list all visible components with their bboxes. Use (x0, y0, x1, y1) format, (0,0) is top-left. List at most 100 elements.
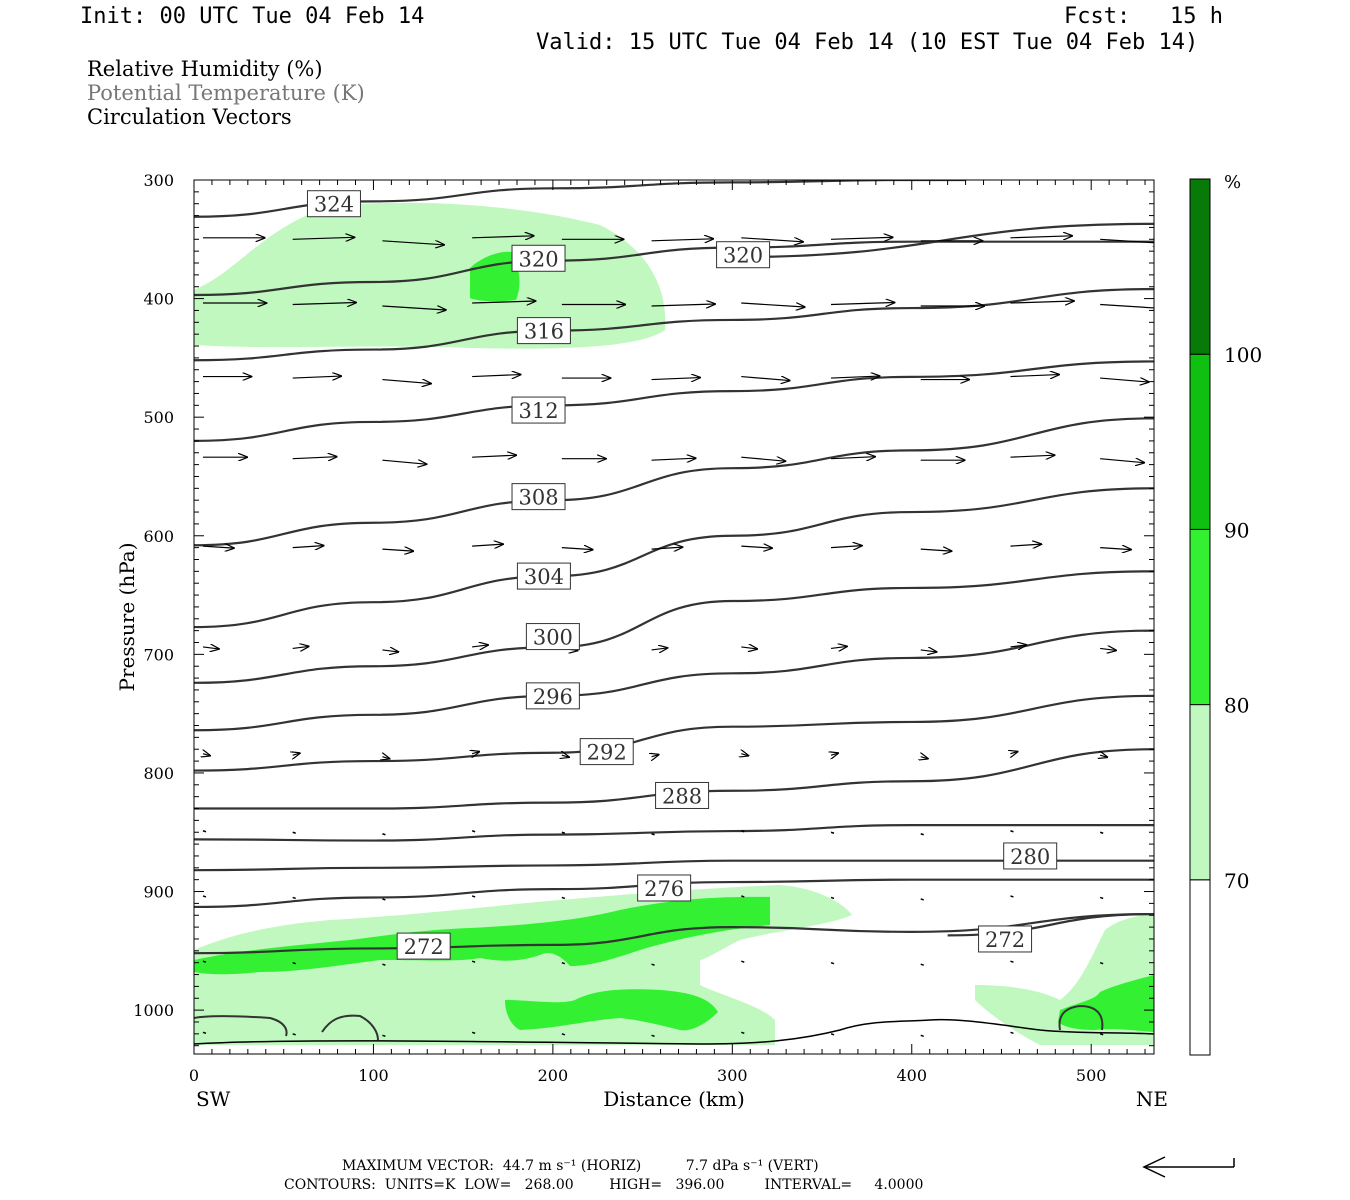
circulation-vector (382, 963, 386, 966)
y-tick-label: 900 (143, 883, 174, 902)
theta-contour-284 (194, 824, 1154, 842)
circulation-vector (202, 960, 207, 963)
circulation-vector (382, 240, 444, 245)
colorbar-segment (1189, 353, 1211, 530)
circulation-vector (1100, 648, 1116, 650)
contour-label-box (716, 241, 771, 269)
circulation-vector (471, 895, 476, 898)
circulation-vector (1010, 752, 1017, 754)
circulation-vector (1010, 960, 1014, 963)
contour-label: 316 (524, 320, 564, 344)
circulation-vector (1100, 303, 1154, 309)
contour-label: 320 (518, 247, 558, 271)
circulation-vector (1099, 961, 1104, 965)
rh-shading (194, 202, 1154, 1045)
circulation-vector (1100, 548, 1131, 550)
circulation-vector (1100, 378, 1148, 382)
circulation-vector (472, 544, 503, 546)
circulation-vector (741, 377, 789, 381)
circulation-vector (472, 236, 534, 238)
circulation-vector (562, 755, 569, 757)
sw-end-label: SW (196, 1087, 231, 1111)
circulation-vector (1099, 1033, 1104, 1036)
field-theta: Potential Temperature (K) (87, 81, 365, 105)
contour-label-box (1003, 842, 1058, 870)
circulation-vector (741, 830, 745, 833)
terrain-line (194, 1004, 1154, 1045)
circulation-vector (382, 305, 445, 310)
circulation-vector (561, 896, 566, 900)
contour-label: 288 (662, 784, 702, 808)
rh-80-mid-surface (505, 989, 718, 1031)
circulation-vector (382, 898, 386, 901)
circulation-vector (471, 960, 476, 963)
field-vectors: Circulation Vectors (87, 105, 292, 129)
circulation-vector (1099, 896, 1104, 900)
theta-contour-304 (194, 487, 1154, 629)
x-tick-label: 100 (358, 1066, 389, 1085)
circulation-vector (830, 237, 893, 239)
circulation-vector (1010, 645, 1026, 647)
contour-label-box (637, 874, 692, 902)
contour-label: 312 (518, 399, 558, 423)
contour-label-box (396, 932, 451, 960)
circulation-vector (830, 896, 835, 900)
theta-contour-296 (194, 629, 1154, 732)
colorbar-level: 80 (1224, 694, 1249, 718)
circulation-vector (830, 961, 835, 965)
circulation-vector (651, 648, 668, 650)
colorbar-level: 90 (1224, 518, 1249, 542)
circulation-vector (651, 378, 700, 380)
rh-80-lower-band (194, 896, 770, 975)
circulation-vector (651, 547, 683, 549)
contour-label: 304 (524, 565, 564, 589)
circulation-vector (1100, 459, 1144, 463)
contour-label-box (511, 483, 566, 511)
circulation-vector (1010, 1031, 1014, 1035)
circulation-vector (292, 896, 296, 900)
rh-80-ne-surface (1058, 975, 1154, 1032)
circulation-vector (920, 963, 924, 966)
colorbar-level: 70 (1224, 869, 1249, 893)
circulation-vector (471, 1031, 476, 1035)
y-tick-label: 300 (143, 171, 174, 190)
circulation-vector (651, 458, 696, 460)
circulation-vector (202, 546, 234, 548)
circulation-vector (472, 645, 488, 647)
contour-label-box (516, 562, 571, 590)
colorbar: 70 80 90 100% (1189, 172, 1262, 1056)
reference-vector (1142, 1156, 1235, 1178)
theta-contour-320 (194, 240, 1154, 297)
circulation-vector (1099, 831, 1104, 834)
circulation-vector (920, 549, 952, 551)
x-tick-label: 0 (189, 1066, 199, 1085)
contours-note: CONTOURS: UNITS=K LOW= 268.00 HIGH= 396.… (284, 1177, 924, 1193)
circulation-vector (741, 647, 757, 649)
circulation-vector (741, 1031, 745, 1035)
plot-frame (193, 179, 1155, 1055)
y-tick-label: 1000 (133, 1001, 174, 1020)
circulation-vector (741, 754, 748, 756)
circulation-vector (202, 647, 219, 649)
circulation-vector (472, 752, 479, 754)
circulation-vector (202, 830, 207, 833)
contour-label: 300 (533, 626, 573, 650)
circulation-vector (382, 549, 413, 551)
y-axis-title: Pressure (hPa) (115, 543, 139, 692)
contour-label-box (306, 190, 361, 218)
x-tick-label: 300 (717, 1066, 748, 1085)
circulation-vector (292, 1033, 296, 1036)
circulation-vector (1010, 895, 1014, 898)
circulation-vector (472, 375, 520, 377)
circulation-vector (741, 960, 745, 963)
circulation-vector (830, 646, 847, 648)
forecast-hour: Fcst: 15 h (1064, 4, 1223, 29)
circulation-vector (830, 457, 875, 459)
circulation-vector (741, 546, 772, 548)
rh-70-upper-region (194, 202, 666, 349)
circulation-vector (1010, 375, 1058, 377)
circulation-vector (830, 1033, 835, 1036)
circulation-vector (741, 895, 745, 898)
contour-label: 272 (985, 928, 1025, 952)
circulation-vector (472, 455, 516, 457)
